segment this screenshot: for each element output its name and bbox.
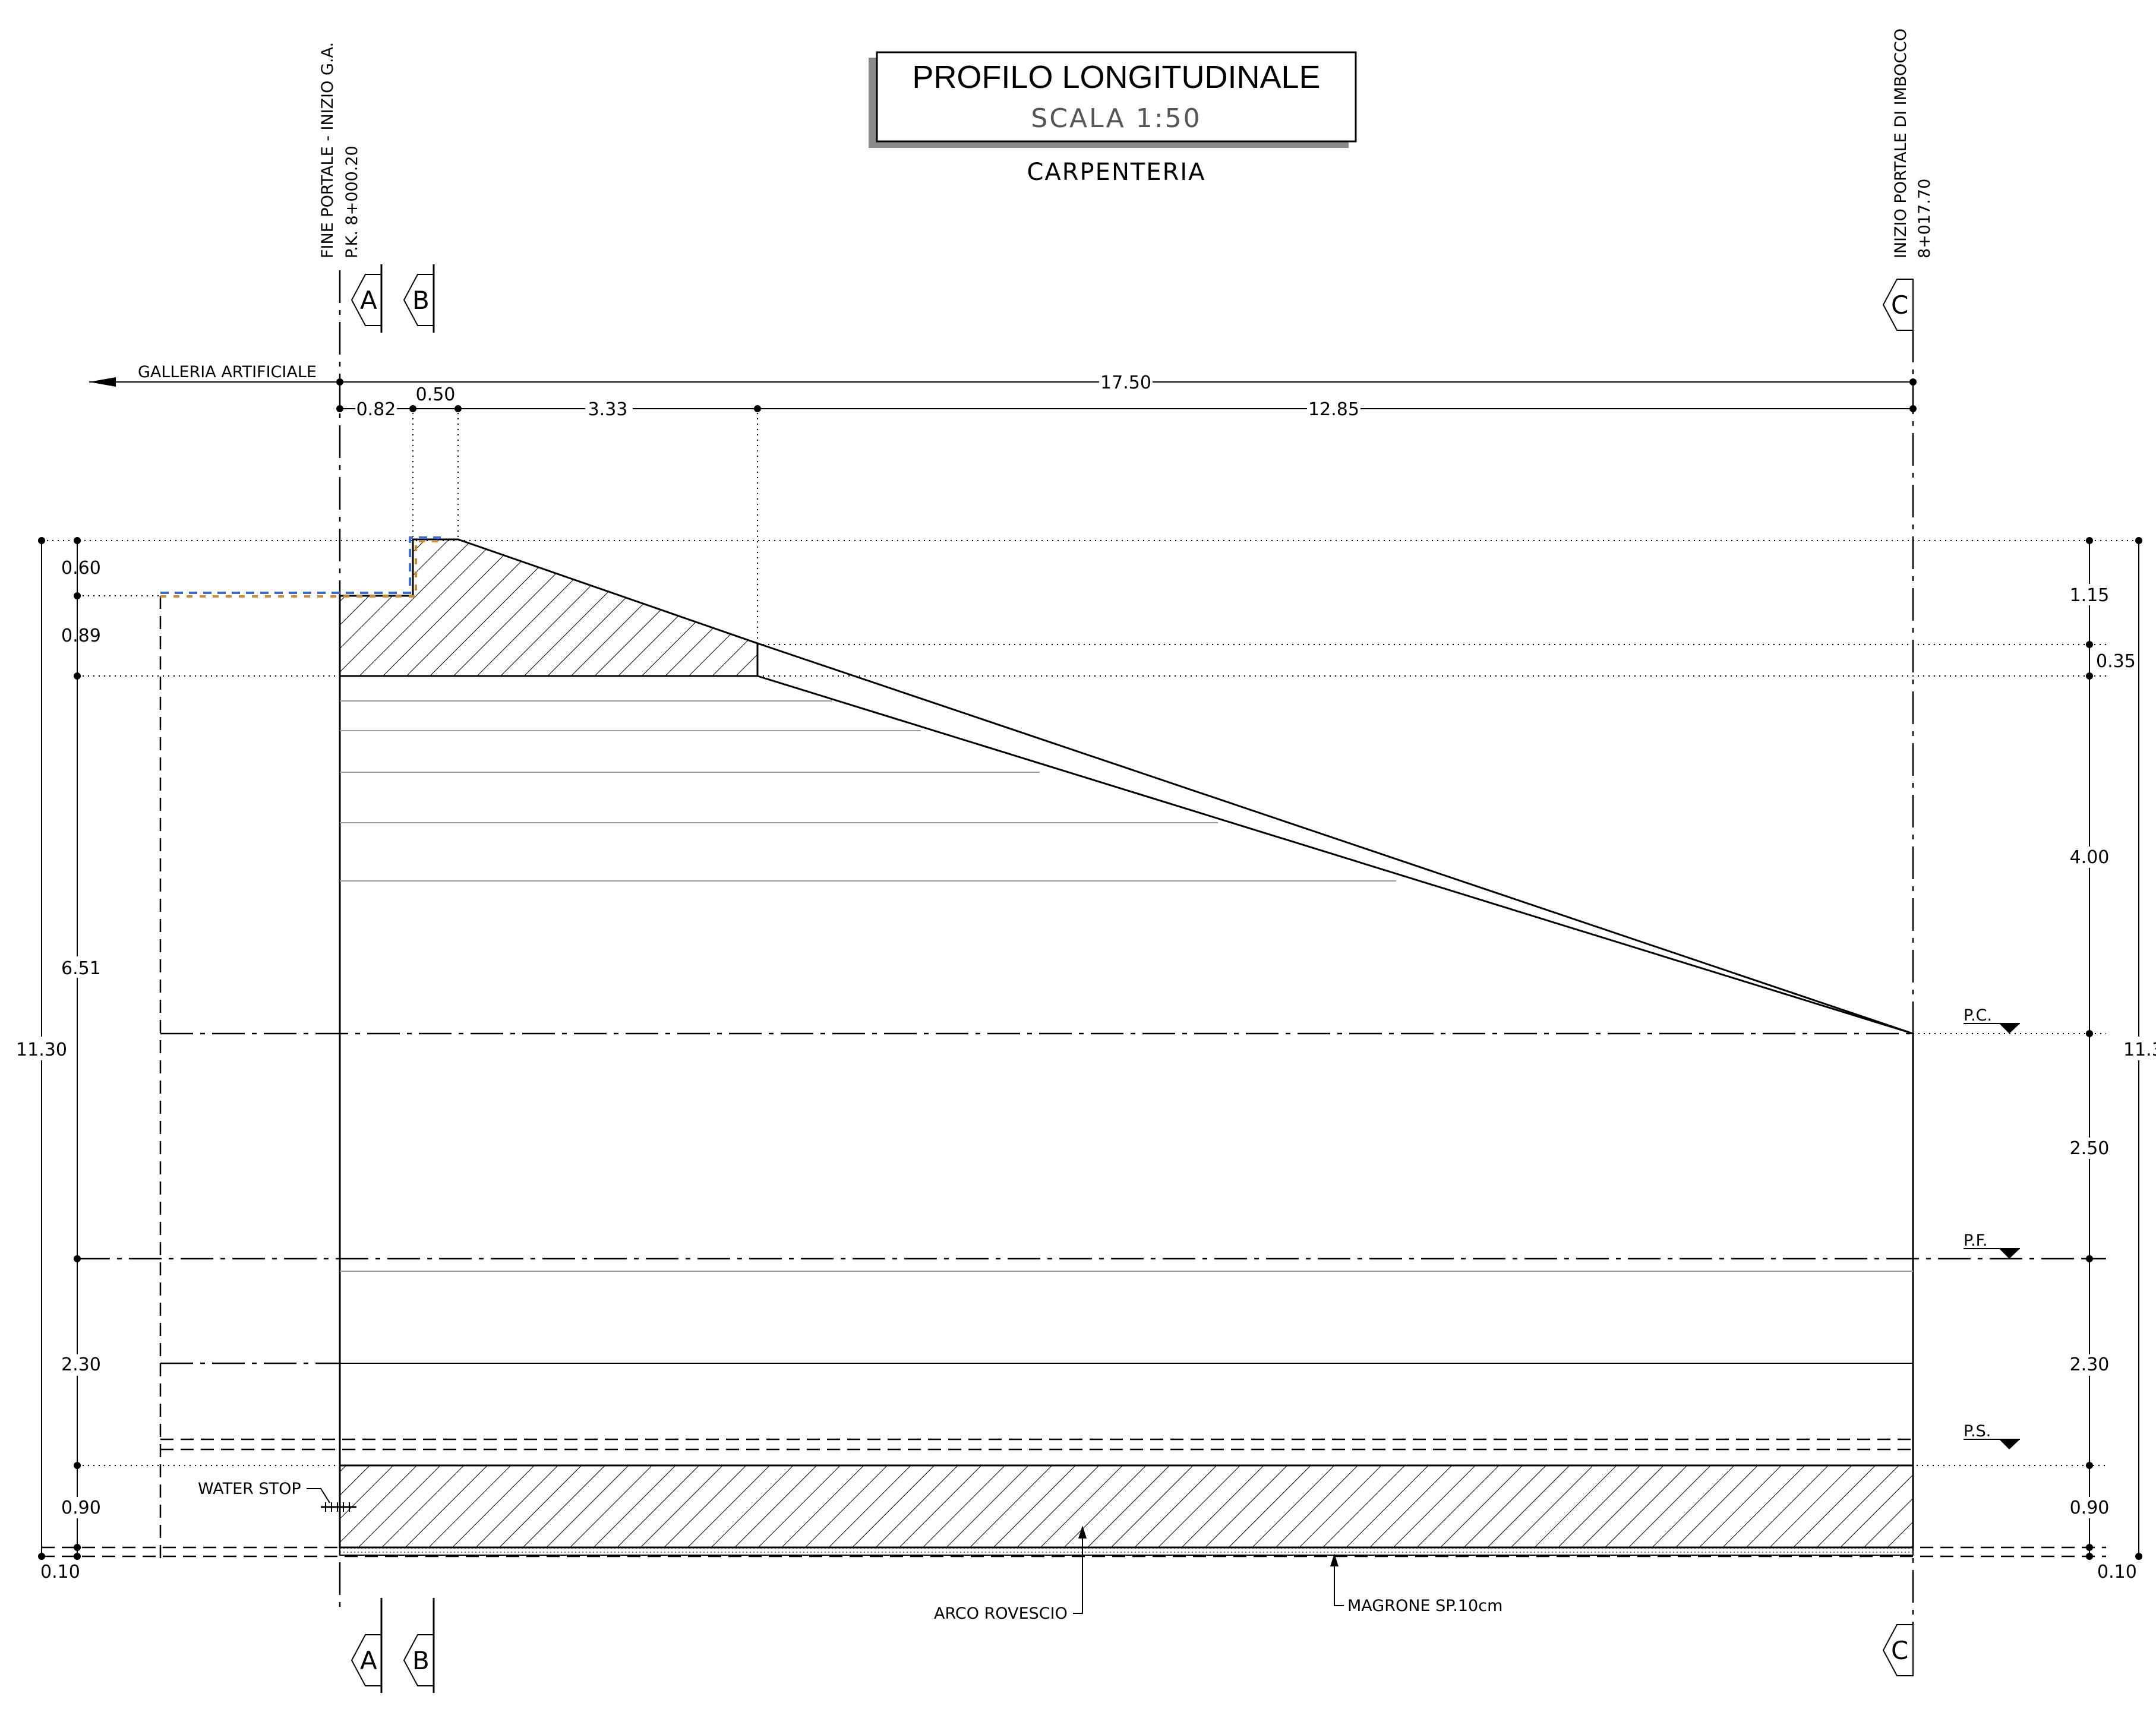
section-arrow-icon xyxy=(1882,279,1914,331)
section-label-c: C xyxy=(1891,1636,1908,1665)
station-right-line2: 8+017.70 xyxy=(1915,179,1934,258)
right-dim-2-30: 2.30 xyxy=(2070,1354,2110,1375)
level-triangle-icon xyxy=(1999,1439,2020,1449)
right-dim-0-10: 0.10 xyxy=(2097,1562,2137,1582)
station-left: FINE PORTALE - INIZIO G.A. P.K. 8+000.20 xyxy=(318,42,361,258)
drawing-title: PROFILO LONGITUDINALE xyxy=(912,59,1320,95)
level-triangle-icon xyxy=(1999,1249,2020,1259)
right-dim-0-90: 0.90 xyxy=(2070,1498,2110,1518)
level-pc-label: P.C. xyxy=(1964,1006,1992,1025)
dim-0-50: 0.50 xyxy=(416,384,456,405)
section-label-a: A xyxy=(360,286,377,315)
left-dimensions: 11.30 0.60 0.89 6.51 2.30 0.90 0.10 xyxy=(13,537,101,1582)
water-stop-label: WATER STOP xyxy=(198,1480,301,1498)
crown-slab-hatched xyxy=(339,538,759,677)
section-label-a: A xyxy=(360,1646,377,1675)
section-marker-c-bottom: C xyxy=(1882,1624,1914,1676)
level-pf-label: P.F. xyxy=(1964,1231,1987,1250)
dim-0-82: 0.82 xyxy=(356,399,396,420)
galleria-label: GALLERIA ARTIFICIALE xyxy=(138,363,317,381)
level-ps-label: P.S. xyxy=(1964,1422,1991,1441)
arrow-left-icon xyxy=(89,377,116,387)
right-dim-1-15: 1.15 xyxy=(2070,585,2110,606)
invert-slab-hatched xyxy=(339,1464,1914,1549)
magrone-label: MAGRONE SP.10cm xyxy=(1347,1597,1502,1615)
slope-line-inner xyxy=(757,675,1914,1035)
section-marker-b-bottom: B xyxy=(403,1598,435,1693)
level-pc: P.C. xyxy=(1964,1006,2020,1034)
section-label-c: C xyxy=(1891,290,1908,320)
section-marker-a-bottom: A xyxy=(351,1598,383,1693)
left-dim-0-10: 0.10 xyxy=(40,1562,80,1582)
right-dim-total: 11.30 xyxy=(2123,1040,2156,1060)
drawing-subtitle: CARPENTERIA xyxy=(1027,159,1205,186)
left-dim-0-89: 0.89 xyxy=(61,626,101,646)
dim-total: 17.50 xyxy=(1100,372,1151,393)
station-right-line1: INIZIO PORTALE DI IMBOCCO xyxy=(1892,29,1910,258)
station-left-line2: P.K. 8+000.20 xyxy=(343,146,361,258)
right-dim-4-00: 4.00 xyxy=(2070,847,2110,868)
arrow-up-icon xyxy=(1078,1525,1087,1539)
section-marker-b-top: B xyxy=(403,264,435,333)
section-label-b: B xyxy=(412,286,430,315)
waterproofing-line-orange xyxy=(160,540,441,598)
lean-concrete-layer xyxy=(339,1547,1914,1556)
dim-12-85: 12.85 xyxy=(1308,399,1359,420)
top-dimensions: GALLERIA ARTIFICIALE 17.50 0.82 0.50 3.3… xyxy=(89,363,1917,645)
dim-3-33: 3.33 xyxy=(588,399,628,420)
station-right: INIZIO PORTALE DI IMBOCCO 8+017.70 xyxy=(1892,29,1934,258)
arco-rovescio-label: ARCO ROVESCIO xyxy=(934,1604,1068,1623)
level-triangle-icon xyxy=(1999,1023,2020,1034)
note-arco-rovescio: ARCO ROVESCIO xyxy=(934,1525,1087,1623)
note-water-stop: WATER STOP xyxy=(198,1480,330,1503)
left-dim-total: 11.30 xyxy=(16,1040,67,1060)
level-pf: P.F. xyxy=(1964,1231,2020,1259)
right-dim-2-50: 2.50 xyxy=(2070,1138,2110,1159)
slope-line-outer xyxy=(757,642,1914,1035)
left-dim-2-30: 2.30 xyxy=(61,1354,101,1375)
structure xyxy=(160,536,1914,1556)
note-magrone: MAGRONE SP.10cm xyxy=(1330,1553,1502,1615)
left-dim-0-60: 0.60 xyxy=(61,558,101,579)
title-box xyxy=(876,51,1357,143)
level-ps: P.S. xyxy=(1964,1422,2020,1449)
station-left-line1: FINE PORTALE - INIZIO G.A. xyxy=(318,42,337,258)
section-marker-a-top: A xyxy=(351,264,383,333)
right-dimensions: 11.30 1.15 0.35 4.00 2.50 2.30 0.90 0.10 xyxy=(2066,537,2156,1582)
left-dim-6-51: 6.51 xyxy=(61,958,101,979)
drawing-scale: SCALA 1:50 xyxy=(1031,103,1201,134)
arrow-up-icon xyxy=(1330,1553,1339,1566)
section-arrow-icon xyxy=(1882,1624,1914,1676)
waterproofing-line-blue xyxy=(160,536,441,594)
title-block: PROFILO LONGITUDINALE SCALA 1:50 CARPENT… xyxy=(869,51,1357,186)
right-dim-0-35: 0.35 xyxy=(2096,651,2136,672)
left-dim-0-90: 0.90 xyxy=(61,1498,101,1518)
section-marker-c-top: C xyxy=(1882,279,1914,331)
section-label-b: B xyxy=(412,1646,430,1675)
